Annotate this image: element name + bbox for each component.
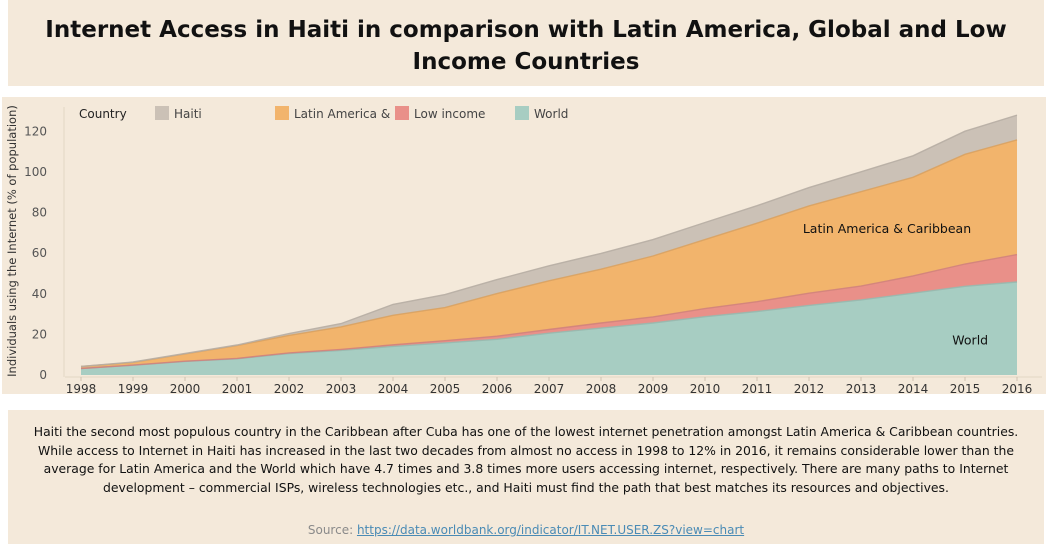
x-tick-label: 2009: [638, 382, 669, 394]
x-tick-label: 2000: [170, 382, 201, 394]
x-tick-label: 2012: [794, 382, 825, 394]
source-link[interactable]: https://data.worldbank.org/indicator/IT.…: [356, 523, 745, 537]
area-chart: Country Haiti Latin America & .. Low income…: [5, 105, 1042, 394]
annotation-label: Latin America & Caribbean: [803, 221, 971, 236]
chart-title: Internet Access in Haiti in comparison w…: [45, 17, 1007, 75]
legend-swatch: [155, 106, 169, 120]
x-tick-label: 2013: [846, 382, 877, 394]
x-tick-label: 2016: [1002, 382, 1033, 394]
legend-item[interactable]: Low income: [395, 106, 485, 121]
legend-label: Latin America & ..: [294, 107, 402, 121]
x-tick-label: 2010: [690, 382, 721, 394]
legend-label: Haiti: [174, 107, 202, 121]
annotations: Latin America & Caribbean World: [803, 221, 988, 348]
x-tick-label: 2014: [898, 382, 929, 394]
y-tick-label: 0: [39, 368, 47, 382]
legend-title: Country: [79, 107, 127, 121]
legend-label: World: [534, 107, 568, 121]
area-series-group: [80, 114, 1018, 375]
line-haiti: [80, 114, 1018, 368]
y-axis-label: Individuals using the Internet (% of pop…: [5, 105, 19, 377]
x-tick-label: 2015: [950, 382, 981, 394]
y-tick-label: 20: [32, 327, 47, 341]
axes: 1998 1999 2000 2001 2002 2003 2004 2005 2006 2007…: [5, 105, 1042, 394]
y-tick-label: 80: [32, 206, 47, 220]
x-tick-label: 2002: [274, 382, 305, 394]
legend-item[interactable]: World: [515, 106, 568, 121]
y-tick-label: 60: [32, 246, 47, 260]
description-panel: Haiti the second most populous country i…: [8, 410, 1044, 544]
x-tick-label: 2006: [482, 382, 513, 394]
area-world: [81, 282, 1017, 375]
y-tick-label: 100: [24, 165, 47, 179]
source-label: Source:: [307, 523, 354, 537]
x-tick-label: 2004: [378, 382, 409, 394]
legend-label: Low income: [414, 107, 485, 121]
area-latin-america-caribbean: [81, 139, 1017, 369]
x-tick-label: 1999: [118, 382, 149, 394]
legend-swatch: [275, 106, 289, 120]
legend-swatch: [395, 106, 409, 120]
title-panel: Internet Access in Haiti in comparison w…: [8, 0, 1044, 86]
legend-swatch: [515, 106, 529, 120]
legend: Country Haiti Latin America & .. Low income…: [79, 106, 568, 121]
x-tick-label: 2011: [742, 382, 773, 394]
y-tick-label: 40: [32, 287, 47, 301]
y-tick-label: 120: [24, 124, 47, 138]
description-text: Haiti the second most populous country i…: [33, 424, 1019, 495]
annotation-label: World: [952, 332, 988, 347]
x-tick-label: 2001: [222, 382, 253, 394]
legend-item[interactable]: Latin America & ..: [275, 106, 402, 121]
chart-panel: Country Haiti Latin America & .. Low income…: [2, 97, 1046, 394]
x-tick-label: 2008: [586, 382, 617, 394]
x-tick-label: 2003: [326, 382, 357, 394]
x-tick-label: 1998: [66, 382, 97, 394]
line-low-income: [80, 253, 1018, 370]
x-tick-label: 2005: [430, 382, 461, 394]
legend-item[interactable]: Haiti: [155, 106, 202, 121]
x-tick-label: 2007: [534, 382, 565, 394]
source-line: Source: https://data.worldbank.org/indic…: [8, 523, 1044, 537]
